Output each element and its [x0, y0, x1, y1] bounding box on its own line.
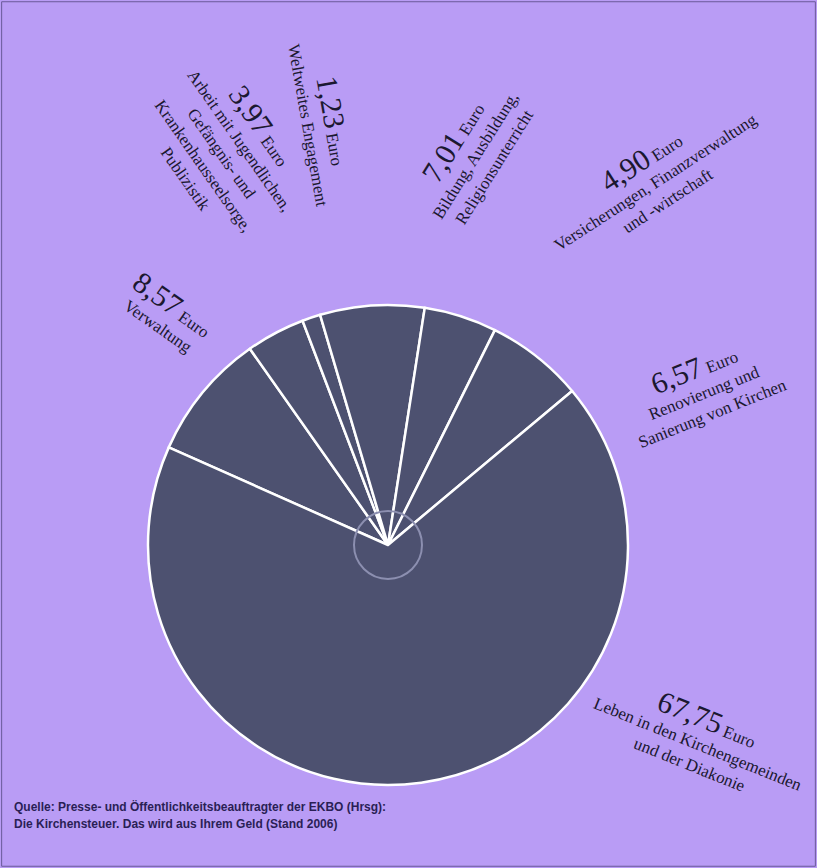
- svg-text:1,23 EuroWeltweites Engagement: 1,23 EuroWeltweites Engagement: [284, 37, 365, 208]
- svg-text:67,75 EuroLeben in den Kirchen: 67,75 EuroLeben in den Kirchengemeindenu…: [583, 662, 817, 815]
- svg-text:6,57 EuroRenovierung undSanier: 6,57 EuroRenovierung undSanierung von Ki…: [615, 323, 790, 452]
- svg-text:3,97 EuroArbeit mit Jugendlich: 3,97 EuroArbeit mit Jugendlichen,Gefängn…: [129, 47, 323, 254]
- svg-text:Quelle: Presse- und Öffentlich: Quelle: Presse- und Öffentlichkeitsbeauf…: [14, 799, 386, 814]
- svg-text:7,01 EuroBildung, Ausbildung,R: 7,01 EuroBildung, Ausbildung,Religionsun…: [400, 71, 541, 235]
- svg-text:Die Kirchensteuer. Das wird au: Die Kirchensteuer. Das wird aus Ihrem Ge…: [14, 817, 337, 831]
- svg-text:8,57 EuroVerwaltung: 8,57 EuroVerwaltung: [116, 265, 220, 360]
- svg-text:4,90 EuroVersicherungen, Finan: 4,90 EuroVersicherungen, Finanzverwaltun…: [532, 81, 772, 273]
